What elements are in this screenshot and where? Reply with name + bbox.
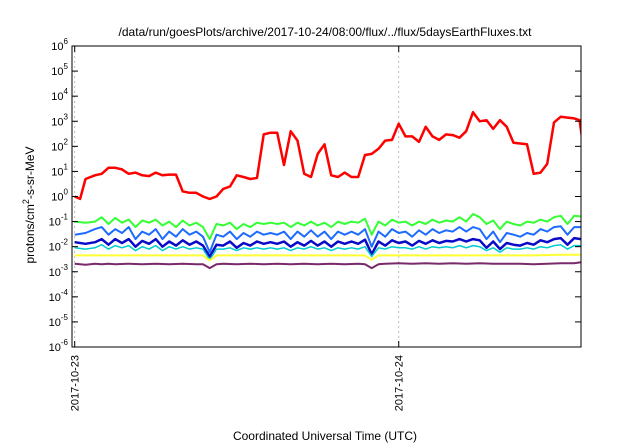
- x-tick-label: 2017-10-24: [394, 355, 406, 411]
- y-tick-label: 104: [51, 87, 68, 103]
- plot-frame: [71, 45, 582, 348]
- grid-lines: [74, 46, 400, 347]
- y-tick-label: 100: [51, 188, 68, 204]
- y-tick-label: 10-1: [49, 213, 69, 229]
- y-tick-label: 103: [51, 112, 68, 128]
- series-line-4: [74, 236, 581, 258]
- y-tick-label: 101: [51, 162, 68, 178]
- y-tick-label: 105: [51, 62, 68, 78]
- y-tick-label: 10-6: [49, 338, 69, 354]
- y-tick-label: 102: [51, 137, 68, 153]
- y-tick-label: 10-3: [49, 263, 69, 279]
- y-axis-ticks: 10-6 10-5 10-4 10-3 10-2 10-1 100 101 102 103 104 1…: [49, 37, 581, 354]
- y-axis-label: protons/cm2-s-sr-MeV: [21, 146, 37, 263]
- series-line-6: [74, 253, 581, 262]
- series-line-7: [74, 261, 581, 270]
- y-tick-label: 10-2: [49, 238, 69, 254]
- series-line-5: [74, 243, 581, 261]
- series-line-1: [74, 110, 581, 201]
- x-axis-label: Coordinated Universal Time (UTC): [233, 429, 417, 443]
- data-series: [74, 110, 581, 270]
- x-tick-label: 2017-10-23: [70, 355, 82, 411]
- x-axis-ticks: 2017-10-23 2017-10-24: [70, 46, 406, 411]
- series-line-2: [74, 213, 581, 241]
- series-line-3: [74, 225, 581, 254]
- y-tick-label: 106: [51, 37, 68, 53]
- y-tick-label: 10-4: [49, 288, 69, 304]
- y-tick-label: 10-5: [49, 313, 69, 329]
- chart-title: /data/run/goesPlots/archive/2017-10-24/0…: [119, 25, 533, 39]
